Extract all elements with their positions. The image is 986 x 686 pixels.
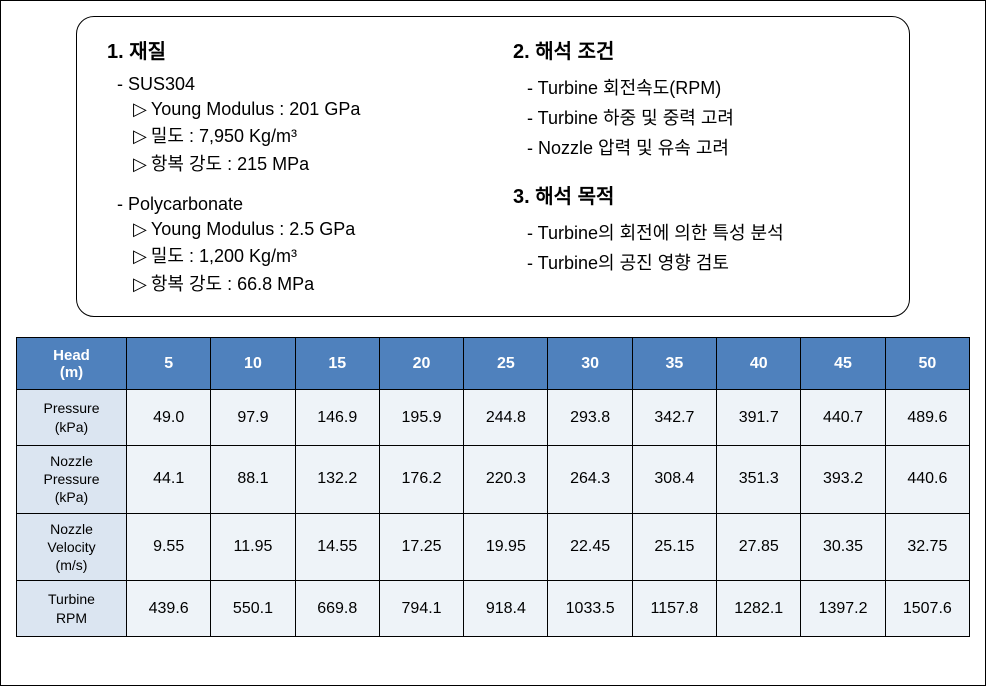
table-corner: Head(m) — [17, 338, 127, 390]
table-col-header: 35 — [632, 338, 716, 390]
table-row: TurbineRPM439.6550.1669.8794.1918.41033.… — [17, 581, 970, 637]
section2-title: 2. 해석 조건 — [513, 35, 879, 64]
section2-item: - Turbine 하중 및 중력 고려 — [527, 104, 879, 130]
table-cell: 264.3 — [548, 446, 632, 514]
table-row: Pressure(kPa)49.097.9146.9195.9244.8293.… — [17, 390, 970, 446]
table-cell: 132.2 — [295, 446, 379, 514]
triangle-icon: ▷ — [133, 274, 147, 295]
table-cell: 1282.1 — [717, 581, 801, 637]
section3-title: 3. 해석 목적 — [513, 180, 879, 209]
table-col-header: 50 — [885, 338, 969, 390]
table-col-header: 25 — [464, 338, 548, 390]
table-cell: 49.0 — [127, 390, 211, 446]
data-table: Head(m) 5 10 15 20 25 30 35 40 45 50 Pre… — [16, 337, 970, 637]
info-col-right: 2. 해석 조건 - Turbine 회전속도(RPM) - Turbine 하… — [513, 35, 879, 298]
table-cell: 11.95 — [211, 513, 295, 581]
table-cell: 342.7 — [632, 390, 716, 446]
table-cell: 550.1 — [211, 581, 295, 637]
table-cell: 9.55 — [127, 513, 211, 581]
material2-prop: ▷밀도 : 1,200 Kg/m³ — [133, 242, 473, 268]
table-cell: 1157.8 — [632, 581, 716, 637]
triangle-icon: ▷ — [133, 126, 147, 147]
table-cell: 244.8 — [464, 390, 548, 446]
table-col-header: 30 — [548, 338, 632, 390]
material2-prop: ▷Young Modulus : 2.5 GPa — [133, 219, 473, 240]
table-cell: 176.2 — [379, 446, 463, 514]
table-cell: 393.2 — [801, 446, 885, 514]
table-cell: 17.25 — [379, 513, 463, 581]
triangle-icon: ▷ — [133, 99, 147, 120]
table-cell: 293.8 — [548, 390, 632, 446]
material1-name: - SUS304 — [117, 74, 473, 95]
triangle-icon: ▷ — [133, 219, 147, 240]
table-cell: 32.75 — [885, 513, 969, 581]
table-cell: 146.9 — [295, 390, 379, 446]
table-cell: 440.7 — [801, 390, 885, 446]
table-header-row: Head(m) 5 10 15 20 25 30 35 40 45 50 — [17, 338, 970, 390]
table-cell: 30.35 — [801, 513, 885, 581]
table-cell: 439.6 — [127, 581, 211, 637]
table-col-header: 40 — [717, 338, 801, 390]
table-cell: 19.95 — [464, 513, 548, 581]
section2-item: - Nozzle 압력 및 유속 고려 — [527, 134, 879, 160]
table-row-label: NozzleVelocity(m/s) — [17, 513, 127, 581]
table-col-header: 20 — [379, 338, 463, 390]
table-cell: 14.55 — [295, 513, 379, 581]
table-row: NozzleVelocity(m/s)9.5511.9514.5517.2519… — [17, 513, 970, 581]
table-cell: 88.1 — [211, 446, 295, 514]
table-col-header: 10 — [211, 338, 295, 390]
material1-prop: ▷항복 강도 : 215 MPa — [133, 150, 473, 176]
table-cell: 489.6 — [885, 390, 969, 446]
table-row-label: TurbineRPM — [17, 581, 127, 637]
material2-prop: ▷항복 강도 : 66.8 MPa — [133, 270, 473, 296]
material1-prop: ▷Young Modulus : 201 GPa — [133, 99, 473, 120]
info-panel: 1. 재질 - SUS304 ▷Young Modulus : 201 GPa … — [76, 16, 910, 317]
table-cell: 351.3 — [717, 446, 801, 514]
table-cell: 391.7 — [717, 390, 801, 446]
section3-item: - Turbine의 공진 영향 검토 — [527, 249, 879, 275]
section3-item: - Turbine의 회전에 의한 특성 분석 — [527, 219, 879, 245]
table-cell: 220.3 — [464, 446, 548, 514]
info-col-left: 1. 재질 - SUS304 ▷Young Modulus : 201 GPa … — [107, 35, 473, 298]
table-row: NozzlePressure(kPa)44.188.1132.2176.2220… — [17, 446, 970, 514]
material1-prop: ▷밀도 : 7,950 Kg/m³ — [133, 122, 473, 148]
table-cell: 27.85 — [717, 513, 801, 581]
table-cell: 1507.6 — [885, 581, 969, 637]
table-cell: 1397.2 — [801, 581, 885, 637]
table-cell: 669.8 — [295, 581, 379, 637]
triangle-icon: ▷ — [133, 246, 147, 267]
table-cell: 918.4 — [464, 581, 548, 637]
table-col-header: 45 — [801, 338, 885, 390]
table-cell: 195.9 — [379, 390, 463, 446]
material2-name: - Polycarbonate — [117, 194, 473, 215]
table-row-label: Pressure(kPa) — [17, 390, 127, 446]
table-cell: 440.6 — [885, 446, 969, 514]
table-cell: 1033.5 — [548, 581, 632, 637]
section1-title: 1. 재질 — [107, 35, 473, 64]
table-cell: 25.15 — [632, 513, 716, 581]
table-col-header: 15 — [295, 338, 379, 390]
table-cell: 308.4 — [632, 446, 716, 514]
table-cell: 22.45 — [548, 513, 632, 581]
table-body: Pressure(kPa)49.097.9146.9195.9244.8293.… — [17, 390, 970, 637]
table-cell: 97.9 — [211, 390, 295, 446]
table-col-header: 5 — [127, 338, 211, 390]
table-cell: 44.1 — [127, 446, 211, 514]
table-cell: 794.1 — [379, 581, 463, 637]
triangle-icon: ▷ — [133, 154, 147, 175]
section2-item: - Turbine 회전속도(RPM) — [527, 74, 879, 100]
table-row-label: NozzlePressure(kPa) — [17, 446, 127, 514]
